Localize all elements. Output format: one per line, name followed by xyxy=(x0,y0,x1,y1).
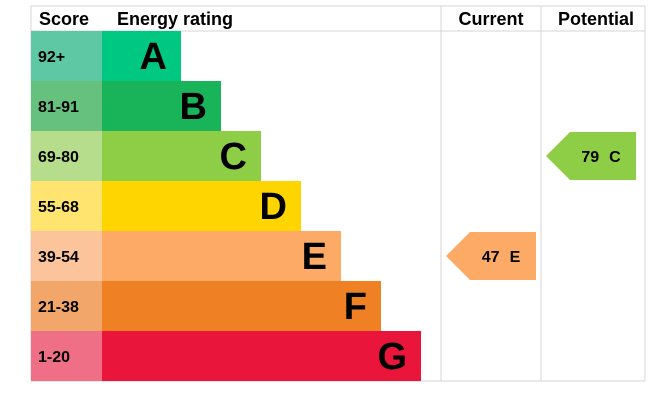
current-arrow xyxy=(446,232,536,280)
score-cell xyxy=(31,81,102,131)
current-band: E xyxy=(510,249,521,266)
score-range-label: 81-91 xyxy=(38,99,79,116)
band-bar-c xyxy=(102,131,261,181)
header-current: Current xyxy=(458,9,523,29)
header-energy-rating: Energy rating xyxy=(117,9,233,29)
score-range-label: 55-68 xyxy=(38,199,79,216)
band-letter: B xyxy=(180,86,207,128)
header-score: Score xyxy=(39,9,89,29)
band-bar-f xyxy=(102,281,381,331)
band-bar-g xyxy=(102,331,421,381)
band-letter: E xyxy=(302,236,327,278)
band-bar-d xyxy=(102,181,301,231)
band-bar-b xyxy=(102,81,221,131)
band-letter: G xyxy=(377,336,407,378)
potential-band: C xyxy=(609,149,621,166)
band-bar-a xyxy=(102,31,181,81)
score-cell xyxy=(31,31,102,81)
score-range-label: 1-20 xyxy=(38,349,70,366)
score-cell xyxy=(31,231,102,281)
score-cell xyxy=(31,131,102,181)
potential-rating-label: 79 C xyxy=(581,149,621,166)
band-letter: F xyxy=(344,286,367,328)
band-letter: D xyxy=(260,186,287,228)
rating-indicators: 47 E 79 C xyxy=(446,132,636,280)
band-letter: C xyxy=(220,136,247,178)
potential-arrow xyxy=(546,132,636,180)
score-range-label: 92+ xyxy=(38,49,65,66)
score-column: 92+ 81-91 69-80 55-68 39-54 21-38 1-20 xyxy=(31,31,102,381)
score-cell xyxy=(31,281,102,331)
potential-value: 79 xyxy=(581,149,599,166)
band-letter: A xyxy=(140,36,167,78)
score-range-label: 39-54 xyxy=(38,249,79,266)
score-range-label: 21-38 xyxy=(38,299,79,316)
score-cell xyxy=(31,181,102,231)
score-range-label: 69-80 xyxy=(38,149,79,166)
current-value: 47 xyxy=(482,249,500,266)
score-cell xyxy=(31,331,102,381)
current-rating-label: 47 E xyxy=(482,249,521,266)
header-potential: Potential xyxy=(558,9,634,29)
band-bar-e xyxy=(102,231,341,281)
